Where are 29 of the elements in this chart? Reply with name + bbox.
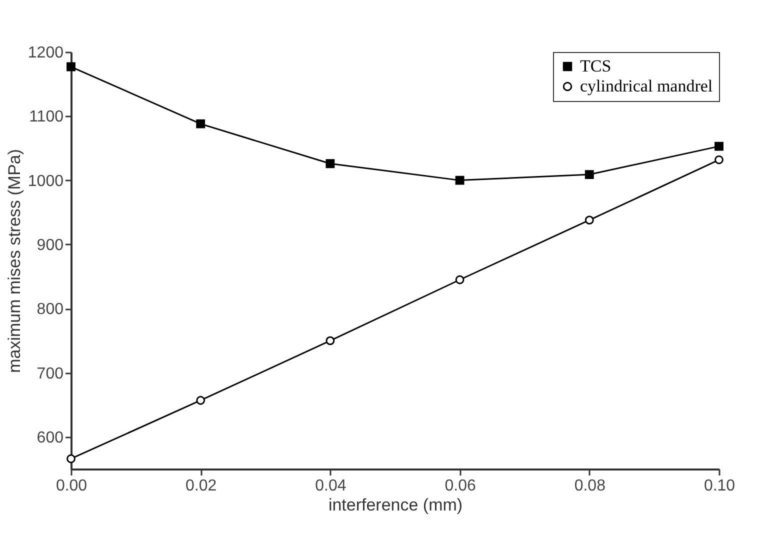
y-axis-title: maximum mises stress (MPa) (4, 149, 24, 373)
x-tick-label: 0.06 (444, 478, 476, 494)
point (584, 170, 594, 179)
legend-label: TCS (580, 56, 612, 76)
point (455, 275, 464, 284)
point (196, 119, 206, 128)
point (584, 216, 594, 225)
point (326, 336, 335, 346)
point (455, 176, 464, 185)
x-tick-label: 0.08 (574, 478, 606, 494)
point (66, 454, 76, 464)
point (326, 159, 335, 168)
x-axis-title: interference (mm) (328, 496, 463, 514)
y-tick-label: 700 (36, 365, 64, 382)
y-tick-label: 900 (36, 236, 64, 254)
x-tick-label: 0.02 (186, 478, 217, 494)
x-tick-label: 0.00 (56, 478, 88, 494)
point (714, 155, 724, 164)
point (714, 142, 724, 151)
y-tick-label: 1100 (29, 108, 64, 126)
x-tick-label: 0.10 (704, 478, 736, 494)
point (196, 396, 206, 405)
legend-label: cylindrical mandrel (580, 76, 713, 96)
y-tick-label: 1000 (28, 172, 64, 190)
x-tick-label: 0.04 (315, 478, 346, 494)
y-tick-label: 1200 (28, 44, 64, 62)
y-tick-label: 600 (36, 429, 64, 446)
point (66, 62, 76, 72)
y-tick-label: 800 (36, 301, 64, 318)
